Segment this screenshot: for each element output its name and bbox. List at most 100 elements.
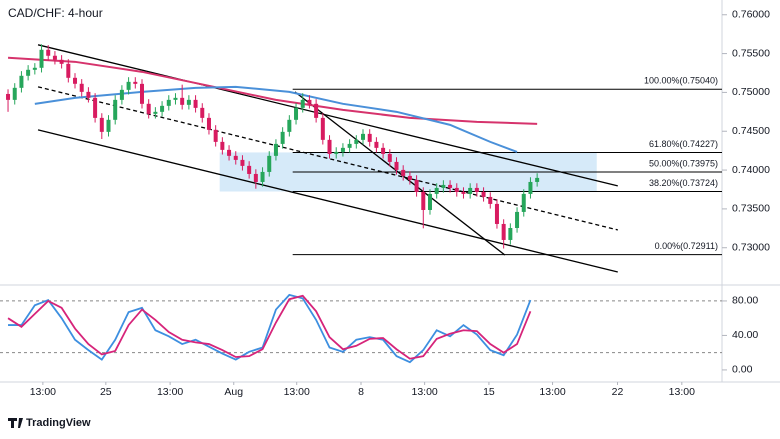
logo [8,418,23,428]
candle-body [354,139,359,144]
candle-body [267,155,272,172]
candle-body [160,105,165,112]
fib-label: 100.00%(0.75040) [644,76,718,86]
candle-body [394,161,399,170]
trendline [294,91,506,256]
y-tick-label: 0.76000 [732,9,770,21]
candle-body [334,151,339,154]
candle-body [347,143,352,148]
candle-body [320,117,325,140]
fib-label: 38.20%(0.73724) [649,178,718,188]
candle-body [180,97,185,105]
candle-body [113,99,118,120]
candle-body [367,133,372,142]
chart-title: CAD/CHF: 4-hour [8,6,103,20]
candle-body [300,99,305,108]
fib-label: 50.00%(0.73975) [649,158,718,168]
oscillator-line [7,294,532,360]
trendline [37,86,618,231]
oscillator-line [8,293,532,364]
x-tick-label: 13:00 [411,386,437,398]
x-tick-label: 22 [612,386,624,398]
candle-body [32,67,37,70]
candle-body [481,191,486,197]
y-tick-label: 0.74500 [732,125,770,137]
candle-body [213,129,218,142]
candle-body [407,175,412,180]
candle-body [206,117,211,130]
x-tick-label: 15 [483,386,495,398]
candle-body [59,59,64,64]
candle-body [6,93,11,100]
candle-body [66,63,71,78]
candle-body [461,191,466,194]
y-tick-label: 0.00 [732,364,753,376]
plot: 100.00%(0.75040) 61.80%(0.74227) 50.00%(0.… [0,14,727,385]
fib-label: 61.80%(0.74227) [649,139,718,149]
candle-body [427,193,432,210]
candle-body [73,77,78,84]
candle-body [401,169,406,176]
candle-body [193,99,198,108]
candle-body [468,187,473,194]
y-tick-label: 0.75500 [732,47,770,59]
candle-body [474,187,479,192]
candle-body [387,153,392,162]
candle-body [494,203,499,224]
x-tick-label: 8 [358,386,364,398]
x-tick-label: 13:00 [284,386,310,398]
candle-body [227,149,232,156]
candle-body [508,228,513,240]
candle-body [93,97,98,118]
candle-body [153,111,158,114]
candle-body [106,119,111,132]
candle-body [79,83,84,92]
candle-body [294,107,299,120]
y-tick-label: 0.74000 [732,164,770,176]
candle-body [434,187,439,194]
candle-body [361,133,366,140]
candle-body [186,99,191,105]
y-tick-label: 40.00 [732,329,758,341]
candle-body [253,173,258,182]
x-tick-label: 25 [100,386,112,398]
candle-body [535,177,540,182]
candle-body [126,81,131,90]
candle-body [441,184,446,188]
x-tick-label: Aug [224,386,243,398]
candle-body [307,99,312,104]
x-tick-label: 13:00 [539,386,565,398]
candle-body [133,81,138,84]
candle-body [247,165,252,174]
candle-body [220,141,225,150]
candle-body [52,55,57,60]
candle-body [314,103,319,118]
fib-label: 0.00%(0.72911) [655,241,718,251]
moving-average [7,56,538,125]
candle-body [260,171,265,182]
y-tick-label: 0.73000 [732,242,770,254]
candle-body [233,155,238,160]
candle-body [173,97,178,100]
candle-body [146,103,151,114]
candle-body [414,179,419,192]
branding: TradingView [26,417,91,429]
moving-average [34,85,518,153]
candle-body [448,184,453,188]
candle-body [240,159,245,166]
candle-body [528,181,533,194]
candle-body [515,211,520,228]
y-tick-label: 0.75000 [732,86,770,98]
candle-body [280,131,285,144]
candle-body [501,223,506,240]
candle-body [119,89,124,100]
candle-body [166,99,171,106]
candle-body [488,196,493,204]
candle-body [99,117,104,132]
candle-body [46,49,51,56]
candle-body [521,193,526,212]
candle-body [19,75,24,88]
candle-body [139,83,144,104]
candle-body [374,141,379,148]
